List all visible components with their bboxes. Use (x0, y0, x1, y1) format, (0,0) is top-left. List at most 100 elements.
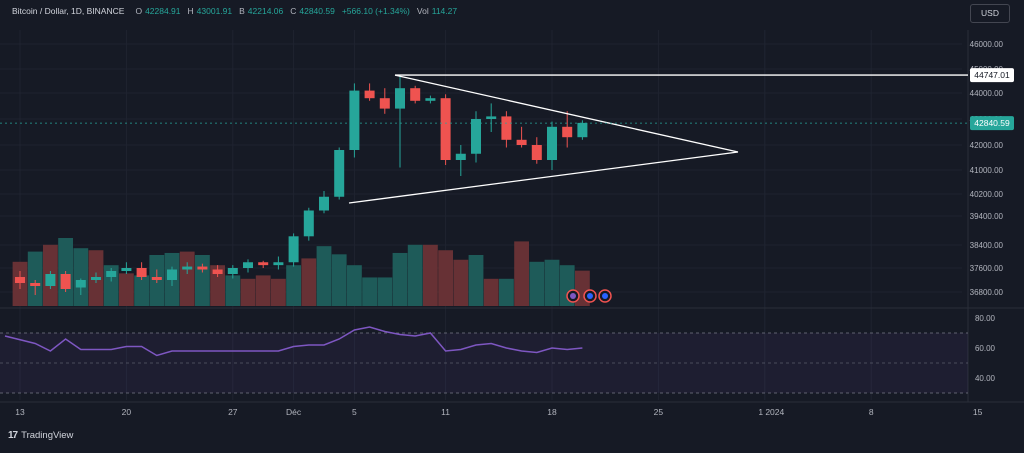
open-label: O (135, 6, 143, 16)
volume-bar (453, 259, 469, 306)
last-price-label: 42840.59 (974, 118, 1010, 128)
candle-body (486, 116, 497, 119)
triangle-pattern (0, 74, 968, 204)
candle-body (471, 119, 481, 154)
candle-body (531, 145, 542, 160)
candle-body (273, 262, 284, 266)
candle-body (60, 274, 71, 289)
time-tick-label: 15 (973, 407, 983, 417)
volume-bar (271, 278, 286, 306)
price-tick-label: 38400.00 (970, 241, 1004, 250)
candle-body (288, 236, 299, 263)
level-price-badge (970, 68, 1014, 83)
volume-bar (377, 277, 393, 306)
price-tick-label: 46000.00 (970, 40, 1004, 49)
time-tick-label: 20 (122, 407, 132, 417)
volume-bar (483, 278, 499, 306)
upper-trendline (394, 74, 739, 153)
volume-bar (240, 278, 256, 306)
time-tick-label: 11 (441, 407, 450, 417)
volume-bar (286, 265, 301, 306)
time-tick-label: 5 (352, 407, 357, 417)
change-value: +566.10 (+1.34%) (341, 6, 410, 16)
candle-body (516, 139, 527, 145)
time-axis: 13 20 27 Déc 5 11 18 25 1 2024 8 15 (15, 407, 982, 417)
last-price-badge (970, 116, 1014, 131)
price-tick-label: 36800.00 (970, 288, 1004, 297)
volume-bar (468, 255, 484, 306)
event-icon-center (602, 293, 608, 299)
close-label: C (290, 6, 297, 16)
currency-button[interactable]: USD (970, 4, 1010, 23)
candle-body (440, 98, 451, 160)
high-value: 43001.91 (196, 6, 233, 16)
volume-bar (255, 275, 271, 306)
event-markers (566, 289, 612, 303)
candle-body (455, 153, 466, 160)
candle-body (30, 283, 41, 286)
volume-bar (347, 265, 362, 306)
rsi-tick-label: 60.00 (975, 344, 996, 353)
low-value: 42214.06 (247, 6, 284, 16)
rsi-panel (0, 326, 968, 394)
candle-body (547, 126, 557, 160)
volume-bar (514, 241, 529, 306)
candle-body (212, 269, 223, 274)
candle-body (395, 88, 405, 109)
candle-body (136, 268, 147, 277)
volume-bar (529, 261, 545, 306)
lower-trendline (348, 151, 739, 204)
rsi-line (4, 326, 583, 357)
candle-body (167, 269, 177, 280)
volume-bar (73, 248, 89, 306)
volume-bar (134, 275, 149, 306)
candle-body (303, 210, 314, 237)
candle-body (379, 98, 390, 109)
high-label: H (187, 6, 194, 16)
price-tick-label: 41000.00 (970, 166, 1004, 175)
candles (15, 76, 588, 295)
level-price-label: 44747.01 (974, 70, 1010, 80)
time-tick-label: 2024 (765, 407, 784, 417)
volume-bar (316, 246, 332, 306)
candle-body (562, 126, 573, 138)
volume-bar (119, 273, 134, 306)
candle-body (334, 150, 345, 197)
candle-body (425, 98, 436, 101)
volume-bar (438, 250, 453, 306)
event-icon-center (570, 293, 576, 299)
time-tick-label: 8 (869, 407, 874, 417)
candle-body (182, 266, 193, 270)
candle-body (106, 271, 117, 277)
volume-label: Vol (416, 6, 429, 16)
tradingview-branding[interactable]: 17 TradingView (8, 430, 73, 441)
candle-body (319, 196, 329, 211)
volume-bar (499, 278, 514, 306)
price-tick-label: 42000.00 (970, 141, 1004, 150)
candle-body (243, 262, 253, 268)
candle-body (197, 266, 208, 270)
candle-body (15, 277, 25, 283)
price-tick-label: 37600.00 (970, 264, 1004, 273)
candle-body (501, 116, 512, 140)
price-axis: 46000.0045000.0044000.0043000.0042000.00… (970, 40, 1014, 383)
candle-body (349, 90, 360, 150)
rsi-tick-label: 80.00 (975, 314, 996, 323)
event-icon-center (587, 293, 593, 299)
volume-bar (392, 252, 408, 306)
open-value: 42284.91 (145, 6, 181, 16)
symbol-title[interactable]: Bitcoin / Dollar, 1D, BINANCE (12, 6, 125, 16)
candle-body (227, 268, 238, 274)
candle-body (364, 90, 375, 99)
time-tick-label: 13 (15, 407, 25, 417)
volume-bar (423, 244, 438, 306)
candle-body (410, 88, 421, 101)
close-value: 42840.59 (299, 6, 335, 16)
time-tick-label: 25 (654, 407, 664, 417)
time-tick-label: Déc (286, 407, 302, 417)
volume-bars (12, 238, 590, 306)
volume-bar (225, 275, 241, 306)
candle-body (121, 268, 132, 271)
volume-bar (331, 254, 347, 306)
